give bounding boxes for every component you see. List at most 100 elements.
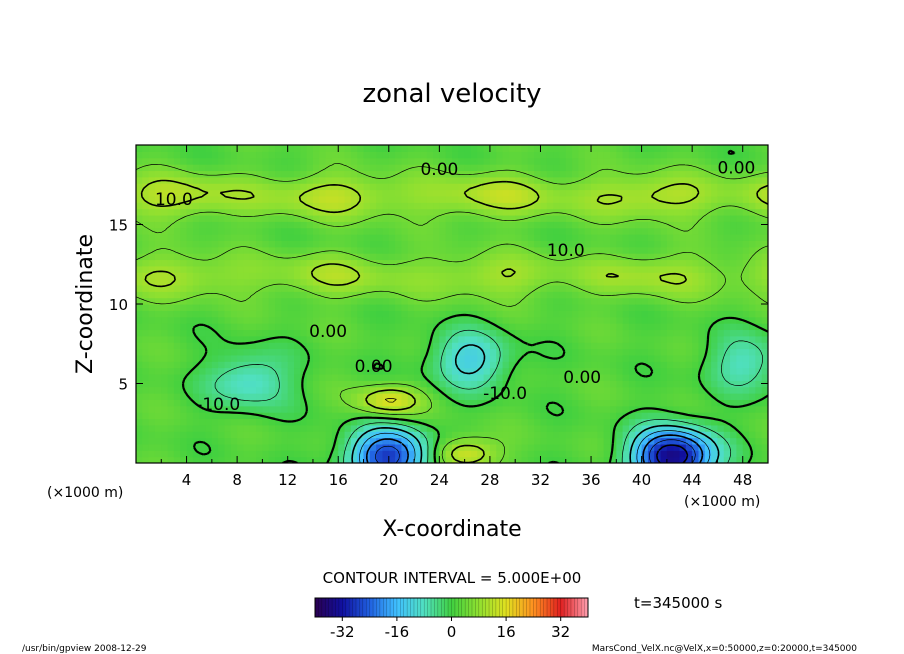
field-cell: [192, 354, 200, 362]
field-cell: [508, 278, 516, 286]
field-cell: [338, 265, 346, 273]
field-cell: [572, 189, 579, 197]
field-cell: [186, 431, 194, 439]
field-cell: [230, 265, 238, 273]
field-cell: [742, 405, 750, 413]
field-cell: [742, 329, 750, 337]
field-cell: [445, 405, 453, 413]
field-cell: [287, 202, 295, 210]
field-cell: [647, 335, 655, 343]
field-cell: [489, 151, 497, 159]
field-cell: [508, 393, 516, 400]
field-cell: [730, 348, 737, 356]
field-cell: [388, 310, 396, 318]
field-cell: [148, 329, 156, 337]
field-cell: [331, 189, 339, 197]
field-cell: [433, 297, 440, 305]
field-cell: [496, 393, 504, 400]
field-cell: [218, 399, 226, 407]
field-cell: [357, 418, 365, 426]
field-cell: [559, 253, 567, 261]
field-cell: [660, 342, 668, 350]
field-cell: [477, 291, 485, 299]
field-cell: [635, 329, 643, 337]
field-cell: [527, 157, 535, 165]
field-cell: [458, 310, 466, 318]
field-cell: [749, 145, 756, 152]
field-cell: [319, 291, 327, 299]
field-cell: [527, 450, 535, 458]
field-cell: [306, 367, 314, 375]
field-cell: [723, 412, 731, 420]
field-cell: [736, 151, 744, 159]
field-cell: [306, 284, 314, 292]
field-cell: [401, 342, 409, 350]
field-cell: [256, 443, 263, 451]
field-cell: [597, 354, 605, 362]
field-cell: [173, 284, 181, 292]
field-cell: [685, 157, 693, 165]
field-cell: [173, 157, 181, 165]
field-cell: [173, 145, 181, 152]
field-cell: [717, 145, 725, 152]
field-cell: [350, 405, 358, 413]
field-cell: [350, 456, 358, 463]
field-cell: [237, 183, 245, 191]
field-cell: [262, 253, 270, 261]
field-cell: [761, 259, 768, 267]
field-cell: [369, 399, 377, 407]
field-cell: [243, 310, 251, 318]
field-cell: [433, 284, 440, 292]
field-cell: [553, 170, 561, 178]
field-cell: [578, 253, 586, 261]
field-cell: [673, 284, 681, 292]
field-cell: [401, 335, 409, 343]
field-cell: [578, 291, 586, 299]
field-cell: [698, 208, 706, 216]
field-cell: [742, 176, 750, 184]
field-cell: [401, 253, 409, 261]
field-cell: [205, 227, 213, 235]
field-cell: [730, 208, 737, 216]
field-cell: [717, 170, 725, 178]
field-cell: [180, 348, 188, 356]
field-cell: [540, 310, 548, 318]
field-cell: [540, 145, 548, 152]
field-cell: [628, 291, 636, 299]
field-cell: [635, 145, 643, 152]
field-cell: [628, 380, 636, 388]
field-cell: [591, 450, 598, 458]
field-cell: [464, 373, 472, 381]
field-cell: [376, 208, 384, 216]
field-cell: [755, 284, 763, 292]
field-cell: [357, 240, 365, 248]
field-cell: [445, 354, 453, 362]
field-cell: [136, 412, 143, 420]
field-cell: [534, 157, 542, 165]
field-cell: [559, 367, 567, 375]
field-cell: [192, 234, 200, 241]
field-cell: [192, 183, 200, 191]
field-cell: [148, 335, 156, 343]
field-cell: [262, 418, 270, 426]
field-cell: [369, 151, 377, 159]
field-cell: [173, 342, 181, 350]
field-cell: [167, 310, 175, 318]
field-cell: [357, 431, 365, 439]
field-cell: [546, 278, 554, 286]
field-cell: [287, 367, 295, 375]
field-cell: [673, 456, 681, 463]
field-cell: [521, 278, 529, 286]
field-cell: [218, 195, 226, 203]
field-cell: [496, 361, 504, 369]
field-cell: [635, 348, 643, 356]
field-cell: [527, 183, 535, 191]
field-cell: [553, 418, 561, 426]
field-cell: [647, 278, 655, 286]
field-cell: [319, 240, 327, 248]
field-cell: [173, 151, 181, 159]
field-cell: [338, 443, 346, 451]
field-cell: [224, 227, 232, 235]
field-cell: [281, 335, 289, 343]
